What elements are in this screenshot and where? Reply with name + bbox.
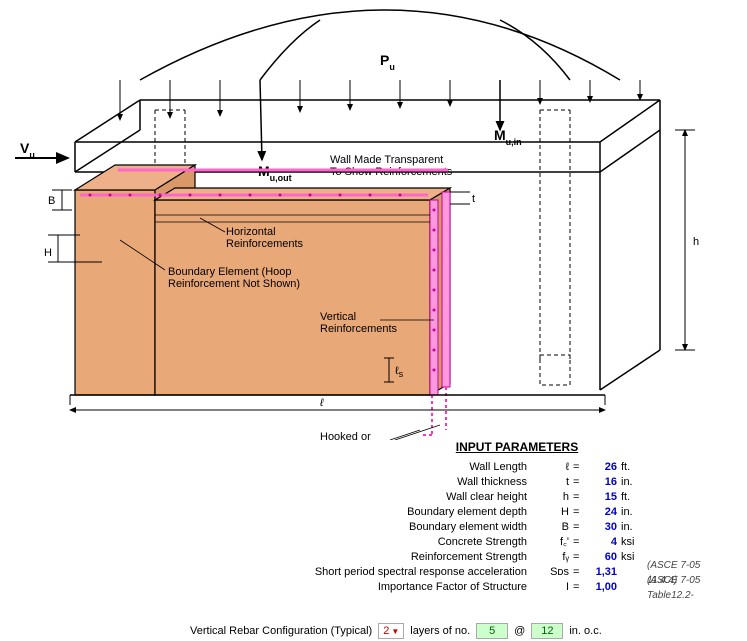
svg-text:t: t (472, 193, 475, 205)
svg-text:h: h (693, 236, 699, 248)
chevron-down-icon: ▼ (391, 627, 399, 636)
svg-text:Boundary Element (Hoop: Boundary Element (Hoop (168, 266, 292, 278)
mu-in-label: Mu,in (494, 127, 522, 147)
spacing-input[interactable]: 12 (531, 623, 563, 639)
layers-dropdown[interactable]: 2▼ (378, 623, 404, 639)
shear-wall-diagram: Pu Mu,out Mu,in Vu Wall Made Transparent… (0, 0, 747, 430)
param-row: Wall thickness t = 16 in. (307, 475, 727, 490)
param-row: Boundary element width B = 30 in. (307, 520, 727, 535)
svg-text:Reinforcements: Reinforcements (320, 323, 398, 335)
rebar-config-label: Vertical Rebar Configuration (Typical) (190, 625, 372, 637)
svg-text:Horizontal: Horizontal (226, 226, 276, 238)
input-parameters-panel: INPUT PARAMETERS Wall Length ℓ = 26 ft. … (307, 440, 727, 595)
param-value[interactable]: 26 (585, 460, 621, 475)
mu-out-label: Mu,out (258, 163, 292, 183)
svg-text:Reinforcement Not Shown): Reinforcement Not Shown) (168, 278, 300, 290)
param-row: Concrete Strength f꜀' = 4 ksi (307, 535, 727, 550)
shear-wall-body (155, 188, 450, 395)
svg-text:H: H (44, 247, 52, 259)
svg-text:Vertical: Vertical (320, 311, 356, 323)
svg-text:ℓ: ℓ (319, 397, 324, 409)
param-row: Boundary element depth H = 24 in. (307, 505, 727, 520)
svg-text:Hooked or: Hooked or (320, 431, 371, 440)
param-label: Wall Length (307, 460, 539, 475)
bar-number-input[interactable]: 5 (476, 623, 508, 639)
svg-text:B: B (48, 195, 55, 207)
rebar-config-row: Vertical Rebar Configuration (Typical) 2… (190, 623, 602, 639)
svg-text:To Show Reinforcements: To Show Reinforcements (330, 166, 453, 178)
param-symbol: ℓ (539, 460, 573, 475)
params-title: INPUT PARAMETERS (307, 440, 727, 454)
svg-text:Reinforcements: Reinforcements (226, 238, 304, 250)
param-row: Importance Factor of Structure I = 1,00 … (307, 580, 727, 595)
param-row: Wall Length ℓ = 26 ft. (307, 460, 727, 475)
param-row: Wall clear height h = 15 ft. (307, 490, 727, 505)
wall-transparent-note: Wall Made Transparent (330, 154, 443, 166)
pu-label: Pu (380, 52, 395, 72)
